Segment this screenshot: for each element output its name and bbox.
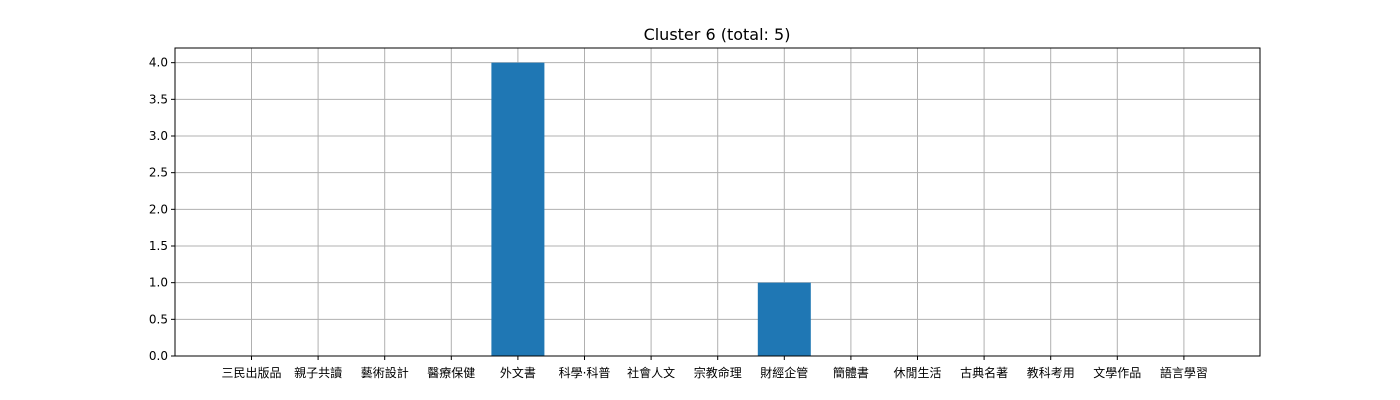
x-tick-label: 財經企管: [760, 365, 808, 380]
x-tick-label: 醫療保健: [427, 366, 475, 380]
x-tick-label: 三民出版品: [221, 366, 281, 380]
y-tick-label: 0.5: [149, 312, 168, 326]
y-tick-label: 3.5: [149, 92, 168, 106]
chart-title: Cluster 6 (total: 5): [644, 25, 791, 44]
y-tick-label: 2.0: [149, 202, 168, 216]
x-tick-label: 古典名著: [960, 365, 1008, 380]
x-tick-label: 休閒生活: [893, 366, 941, 380]
y-tick-label: 3.0: [149, 129, 168, 143]
bars: [491, 62, 811, 357]
x-tick-label: 親子共讀: [294, 366, 342, 380]
x-axis: 三民出版品 親子共讀 藝術設計 醫療保健 外文書 科學·科普 社會人文 宗教命理 財經企管 簡體書…: [221, 356, 1208, 380]
x-tick-label: 科學·科普: [559, 366, 611, 380]
bar: [757, 282, 811, 356]
y-tick-label: 2.5: [149, 166, 168, 180]
x-tick-label: 宗教命理: [694, 365, 742, 380]
bar: [491, 62, 545, 357]
y-tick-label: 0.0: [149, 349, 168, 363]
y-axis: 0.0 0.5 1.0 1.5 2.0 2.5 3.0 3.5 4.0: [149, 56, 175, 363]
x-tick-label: 文學作品: [1093, 365, 1141, 380]
x-tick-label: 簡體書: [833, 365, 869, 380]
x-tick-label: 藝術設計: [361, 365, 409, 380]
x-tick-label: 社會人文: [627, 365, 675, 380]
grid: [175, 48, 1260, 357]
x-tick-label: 外文書: [500, 365, 536, 380]
x-tick-label: 語言學習: [1160, 365, 1208, 380]
y-tick-label: 1.5: [149, 239, 168, 253]
y-tick-label: 4.0: [149, 56, 168, 70]
x-tick-label: 教科考用: [1027, 365, 1075, 380]
y-tick-label: 1.0: [149, 276, 168, 290]
